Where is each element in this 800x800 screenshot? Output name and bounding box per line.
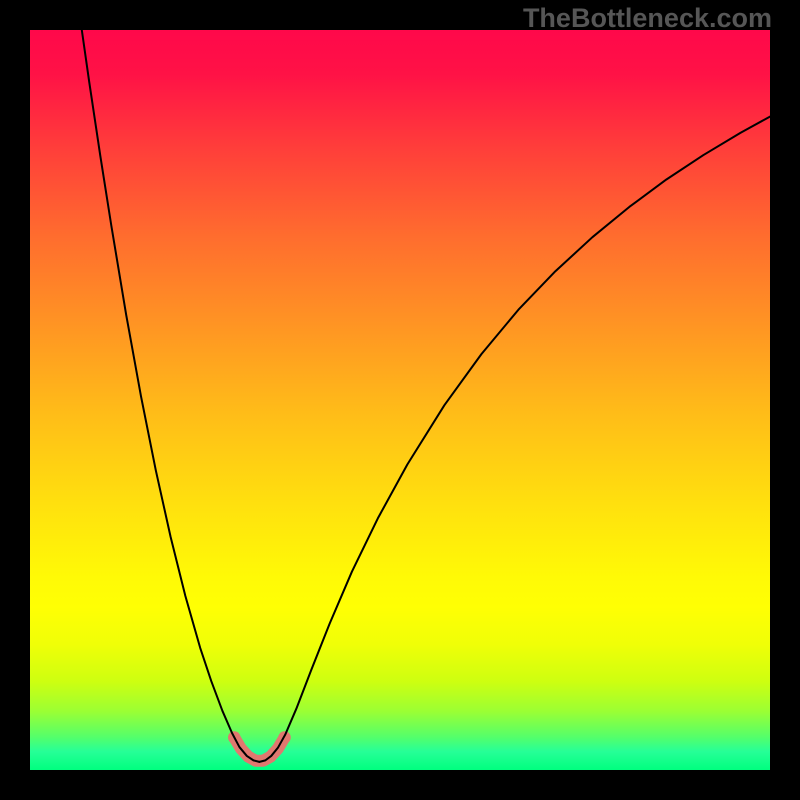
watermark-text: TheBottleneck.com: [523, 3, 772, 34]
plot-area: [30, 30, 770, 770]
chart-svg: [30, 30, 770, 770]
plot-frame: [30, 30, 770, 770]
